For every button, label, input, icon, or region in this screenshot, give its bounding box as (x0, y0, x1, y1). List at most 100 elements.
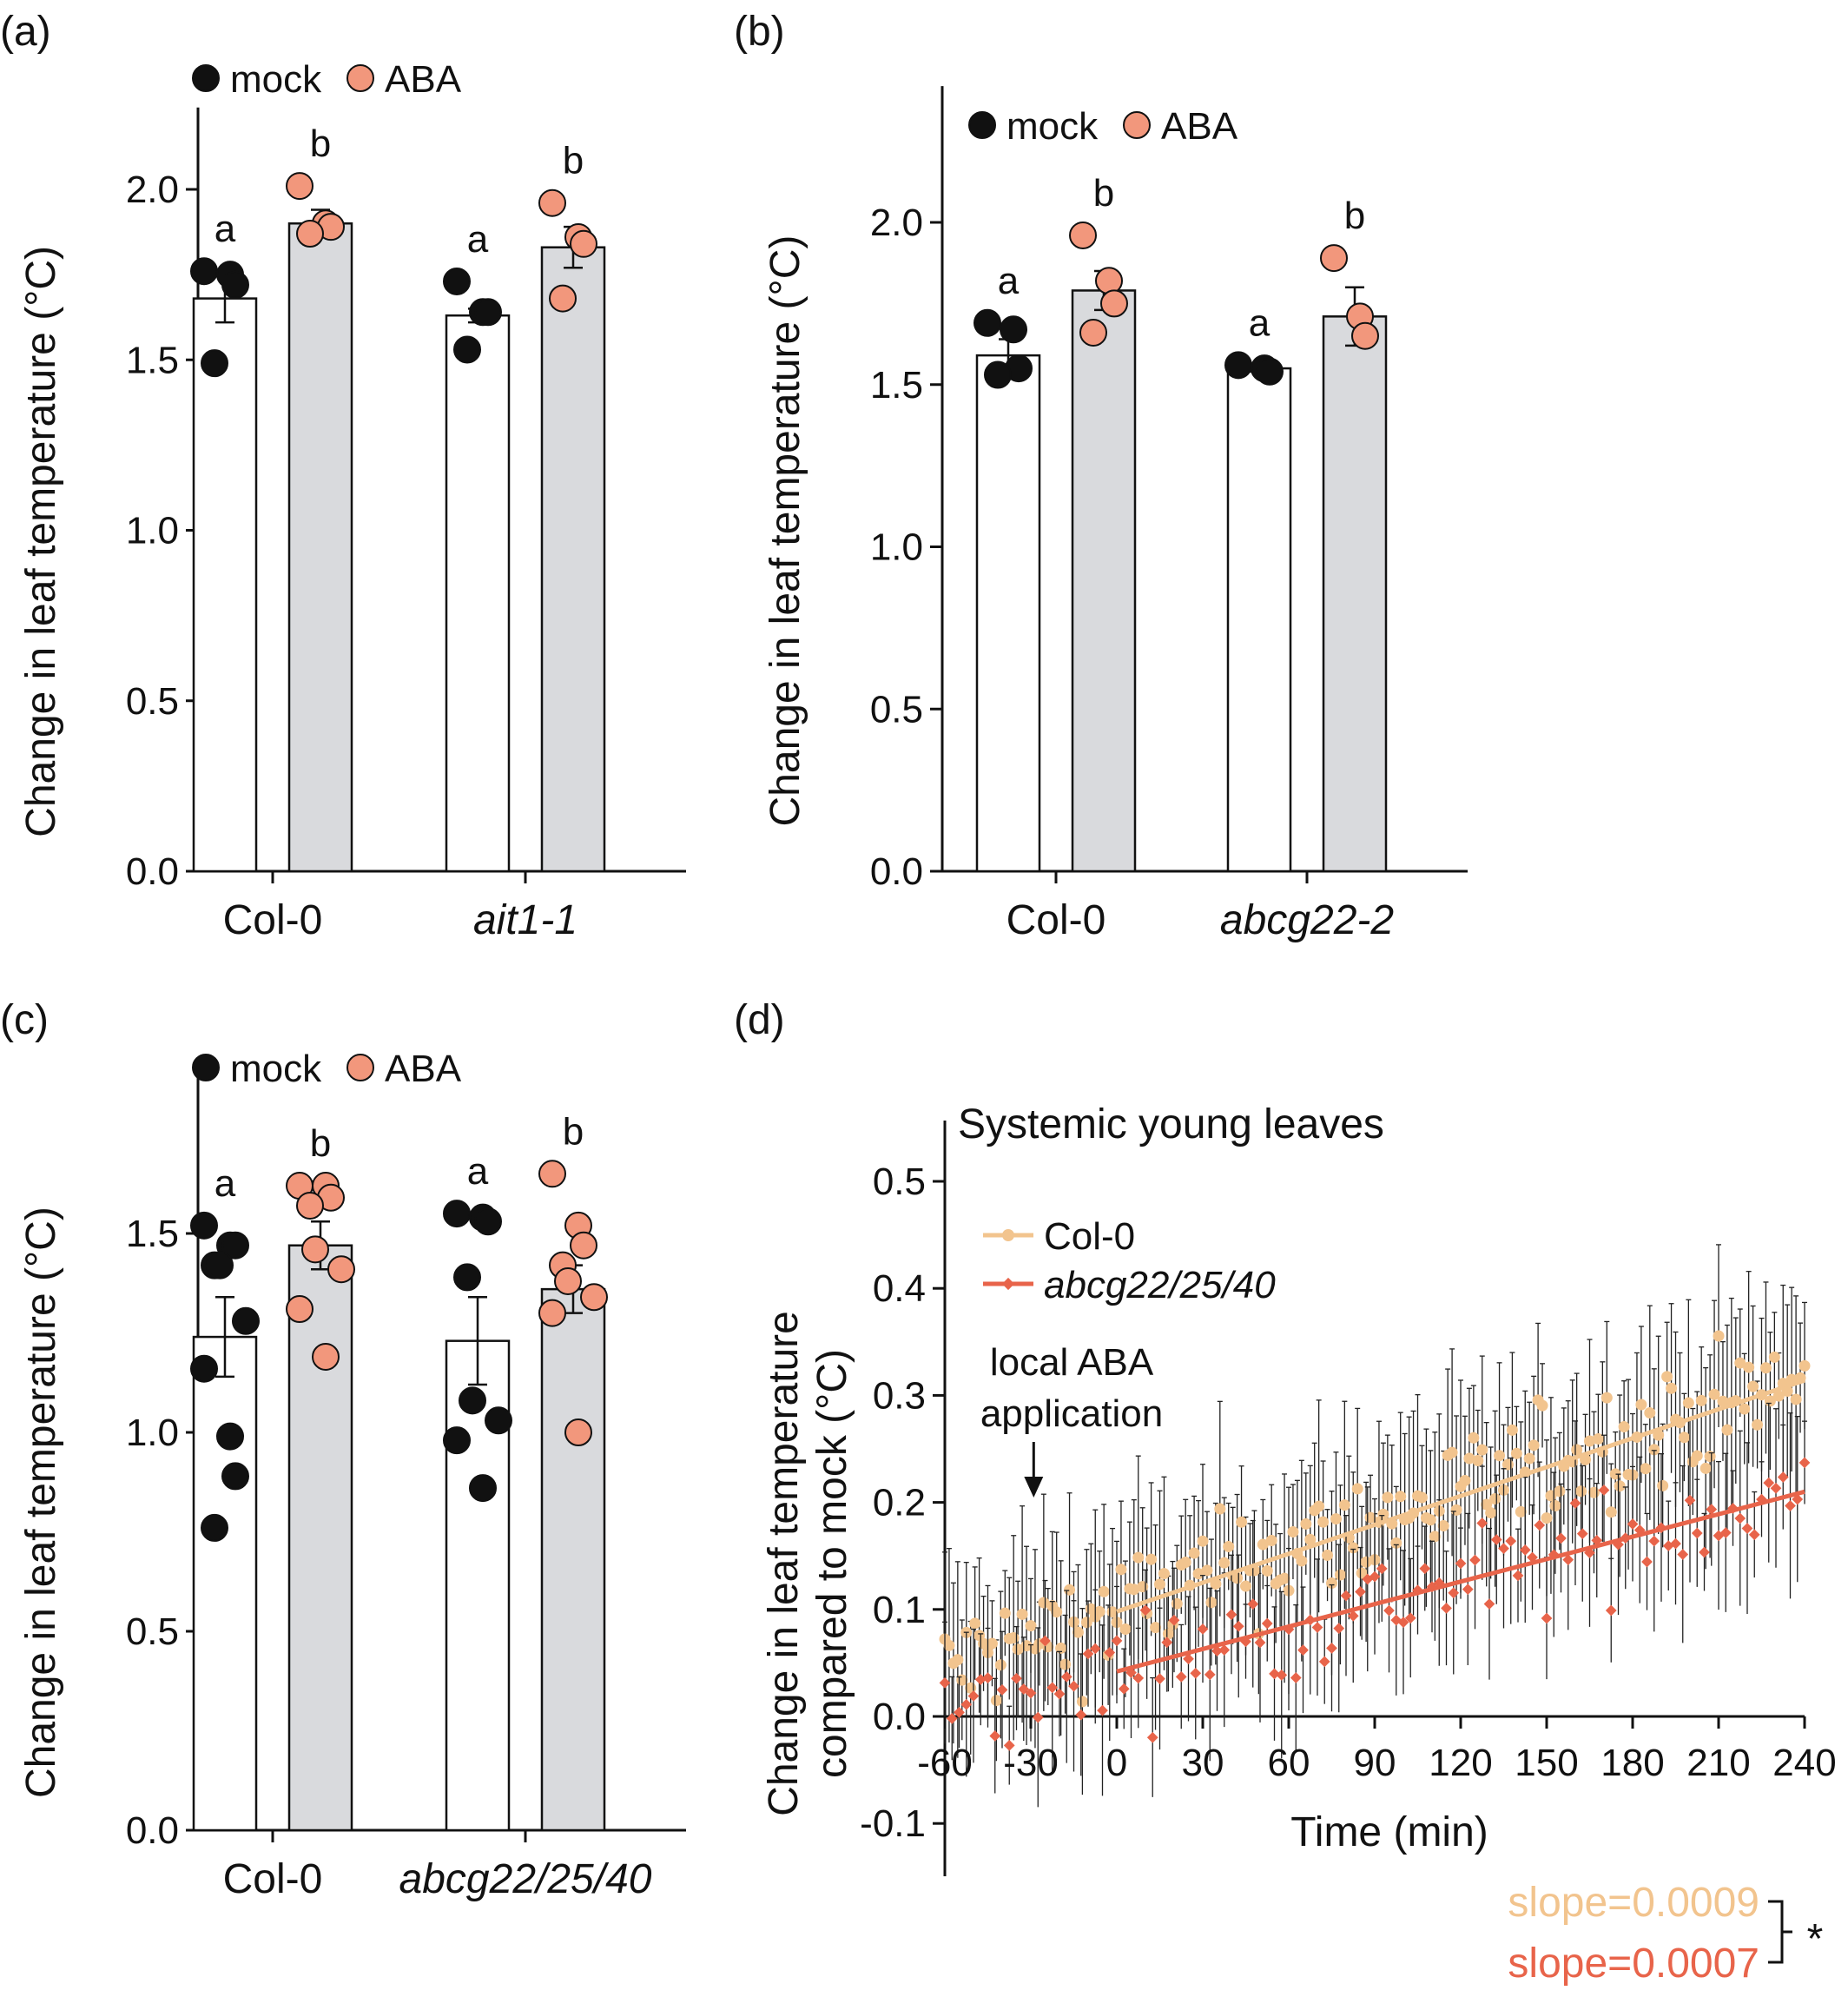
mock-data-point (443, 267, 471, 295)
mock-data-point (453, 1263, 481, 1292)
mock-significance-letter: a (998, 260, 1020, 302)
data-point (1330, 1513, 1342, 1525)
data-point (1214, 1503, 1226, 1515)
data-point (1534, 1519, 1546, 1531)
data-point (1082, 1648, 1094, 1660)
data-point (1770, 1482, 1782, 1494)
data-point (1627, 1518, 1639, 1530)
data-point (1040, 1635, 1051, 1647)
data-point (960, 1698, 973, 1710)
data-point (1569, 1498, 1581, 1509)
panel-tag: (d) (734, 997, 785, 1043)
category-label: Col-0 (223, 897, 323, 943)
data-point (1505, 1535, 1517, 1547)
data-point (1734, 1357, 1746, 1369)
y-tick-label: 2.0 (126, 169, 179, 211)
data-point (1257, 1538, 1269, 1551)
mock-data-point (190, 1211, 218, 1240)
x-tick-label: -60 (917, 1742, 973, 1784)
y-tick-label: 0.0 (126, 1809, 179, 1852)
data-point (1554, 1485, 1566, 1498)
data-point (1236, 1516, 1248, 1528)
data-point (1700, 1462, 1712, 1474)
data-point (946, 1712, 958, 1724)
data-point (1060, 1670, 1072, 1683)
data-point (1300, 1518, 1312, 1530)
data-point (1016, 1608, 1028, 1620)
data-point (1691, 1527, 1703, 1539)
data-point (1397, 1617, 1409, 1629)
data-point (1618, 1421, 1630, 1433)
data-point (999, 1607, 1011, 1619)
data-point (1376, 1563, 1388, 1575)
data-point (1265, 1534, 1277, 1546)
data-point (1347, 1610, 1359, 1622)
y-tick-label: 1.0 (870, 526, 923, 569)
data-point (1068, 1680, 1079, 1692)
aba-data-point (538, 1160, 566, 1188)
data-point (1455, 1557, 1467, 1570)
x-tick-label: 0 (1106, 1742, 1127, 1784)
aba-data-point (538, 1299, 566, 1327)
aba-data-point (580, 1283, 608, 1312)
mock-data-point (190, 1354, 218, 1383)
aba-bar (540, 246, 606, 873)
data-point (1635, 1399, 1647, 1411)
legend-label: Col-0 (1044, 1215, 1135, 1258)
data-point (1171, 1597, 1183, 1610)
aba-data-point (538, 188, 566, 217)
mock-bar (192, 1335, 258, 1832)
data-point (1340, 1590, 1352, 1602)
data-point (1483, 1598, 1495, 1610)
legend-marker (1001, 1277, 1015, 1291)
data-point (1150, 1622, 1162, 1634)
data-point (1395, 1491, 1407, 1503)
data-point (1097, 1704, 1108, 1716)
data-point (1311, 1622, 1323, 1633)
significance-marker: * (1807, 1916, 1824, 1962)
data-point (1355, 1586, 1366, 1597)
data-point (1390, 1537, 1402, 1549)
x-tick-label: 210 (1686, 1742, 1750, 1784)
data-point (1338, 1499, 1350, 1511)
data-point (1089, 1643, 1101, 1655)
data-point (1012, 1643, 1024, 1656)
aba-data-point (549, 284, 577, 313)
data-point (1469, 1554, 1481, 1566)
data-point (1772, 1390, 1785, 1402)
mock-bar (1226, 367, 1292, 873)
data-point (1666, 1382, 1678, 1394)
data-point (1481, 1498, 1493, 1511)
data-point (1644, 1407, 1656, 1419)
data-point (1721, 1424, 1733, 1436)
mock-bar (975, 354, 1041, 873)
aba-bar (1071, 289, 1137, 873)
data-point (1510, 1447, 1522, 1459)
y-tick-label: 0.5 (870, 688, 923, 731)
data-point (1218, 1557, 1231, 1569)
data-point (1768, 1351, 1780, 1363)
data-point (954, 1707, 965, 1718)
aba-data-point (296, 220, 324, 248)
data-point (1192, 1568, 1204, 1580)
data-point (1485, 1507, 1497, 1519)
data-point (1734, 1512, 1746, 1524)
data-point (1297, 1644, 1309, 1656)
data-point (1076, 1696, 1088, 1708)
y-tick-label: 0.1 (873, 1589, 926, 1631)
data-point (1743, 1361, 1755, 1373)
aba-data-point (296, 1191, 324, 1220)
data-point (982, 1672, 993, 1683)
data-point (1695, 1394, 1707, 1406)
mock-data-point (232, 1306, 260, 1335)
y-tick-label: 1.5 (870, 364, 923, 407)
y-tick-label: 0.2 (873, 1482, 926, 1524)
data-point (1614, 1480, 1626, 1492)
panel-d: (d) Systemic young leaves -0.1 0.0 0.1 0.2 0.3… (734, 997, 1837, 1987)
data-point (1523, 1452, 1535, 1465)
data-point (1154, 1673, 1165, 1685)
aba-data-point (1079, 318, 1107, 347)
data-point (1752, 1418, 1764, 1431)
data-point (1576, 1528, 1588, 1539)
